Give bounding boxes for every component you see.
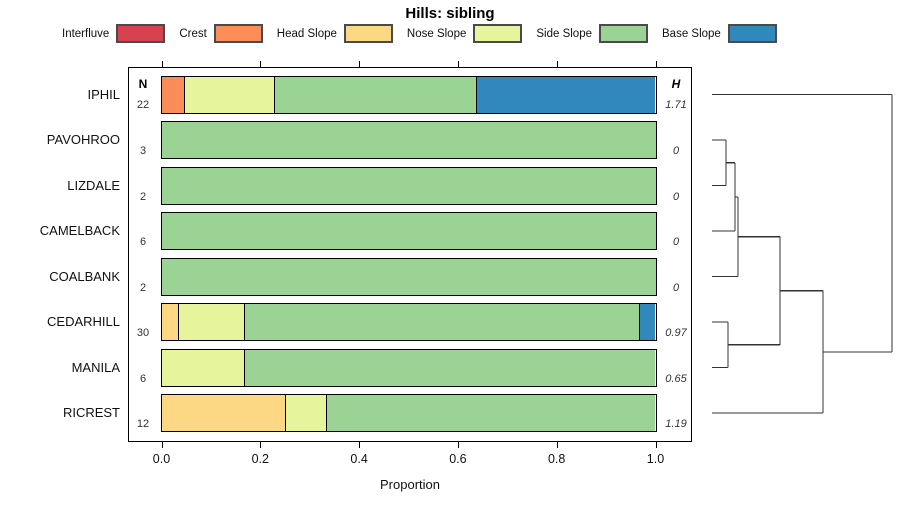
legend: Interfluve Crest Head Slope Nose Slope Side … [62,24,777,43]
x-tick-bottom [457,442,459,448]
legend-swatch [213,24,263,43]
x-tick-bottom [359,442,361,448]
legend-label: Head Slope [276,27,337,40]
bar-segment-side-slope [161,258,656,295]
x-tick-label: 0.2 [251,452,269,466]
row-label-coalbank: COALBANK [49,268,120,284]
x-tick-label: 1.0 [646,452,665,466]
bar-segment-nose-slope [161,349,244,386]
legend-item: Head Slope [277,24,393,43]
stacked-bar-lizdale [160,166,657,205]
row-label-camelback: CAMELBACK [39,223,120,238]
x-tick-bottom [556,442,558,448]
x-tick-label: 0.4 [350,452,368,466]
stacked-bar-pavohroo [160,121,657,159]
h-value: 1.71 [665,99,687,111]
row-label-ricrest: RICREST [62,405,120,420]
bar-segment-head-slope [161,395,285,431]
row-label-lizdale: LIZDALE [67,177,120,193]
legend-item: Interfluve [62,24,166,43]
bar-segment-head-slope [161,304,178,340]
bar-segment-nose-slope [177,304,244,340]
bar-segment-nose-slope [285,395,326,431]
x-tick-top [260,61,262,67]
bar-segment-base-slope [639,304,656,340]
n-value: 2 [139,281,147,294]
n-value: 2 [139,190,147,203]
h-value: 0 [672,190,680,203]
bar-segment-nose-slope [183,76,274,113]
x-tick-bottom [655,442,657,448]
x-tick-label: 0.8 [547,452,566,466]
bar-segment-side-slope [243,304,640,340]
x-tick-label: 0.6 [449,452,467,466]
n-value: 12 [136,418,150,430]
h-column-header: H [671,77,681,91]
n-value: 6 [139,372,147,385]
row-label-iphil: IPHIL [87,86,120,102]
x-tick-top [457,61,459,67]
x-tick-bottom [260,442,262,448]
legend-label: Interfluve [62,27,110,40]
n-value: 3 [139,145,147,157]
stacked-bar-ricrest [160,394,657,432]
bar-segment-side-slope [326,395,656,431]
x-tick-top [161,61,163,67]
x-tick-bottom [161,442,163,448]
h-value: 0 [672,236,680,248]
legend-label: Side Slope [536,27,592,40]
bar-segment-side-slope [161,122,656,158]
row-label-pavohroo: PAVOHROO [46,132,120,147]
legend-label: Crest [179,27,207,40]
legend-item: Base Slope [662,24,777,43]
chart-title: Hills: sibling [405,5,495,22]
legend-label: Nose Slope [406,27,467,40]
bar-segment-crest [161,76,184,113]
bar-segment-side-slope [161,213,656,249]
bar-segment-side-slope [243,349,656,386]
h-value: 1.19 [665,418,687,430]
stacked-bar-manila [160,348,657,387]
stacked-bar-coalbank [160,257,657,296]
bar-segment-side-slope [273,76,476,113]
h-value: 0.97 [665,327,687,339]
stacked-bar-camelback [160,212,657,250]
bar-segment-side-slope [161,167,656,204]
legend-label: Base Slope [662,27,721,40]
legend-swatch [343,24,393,43]
legend-swatch [116,24,166,43]
legend-swatch [727,24,777,43]
x-tick-top [655,61,657,67]
n-value: 6 [139,236,147,248]
h-value: 0.65 [665,372,687,385]
legend-item: Side Slope [536,24,648,43]
legend-item: Nose Slope [406,24,523,43]
legend-item: Crest [179,24,263,43]
row-label-manila: MANILA [71,359,120,375]
x-axis-label: Proportion [380,477,440,492]
n-value: 30 [136,327,150,339]
row-label-cedarhill: CEDARHILL [47,314,120,329]
n-column-header: N [138,77,148,91]
n-value: 22 [136,99,150,111]
x-tick-top [556,61,558,67]
x-tick-top [359,61,361,67]
x-tick-label: 0.0 [152,452,171,466]
bar-segment-base-slope [475,76,656,113]
stacked-bar-cedarhill [160,303,657,341]
h-value: 0 [672,145,680,157]
legend-swatch [599,24,648,43]
h-value: 0 [672,281,680,294]
stacked-bar-iphil [160,75,657,114]
legend-swatch [473,24,523,43]
